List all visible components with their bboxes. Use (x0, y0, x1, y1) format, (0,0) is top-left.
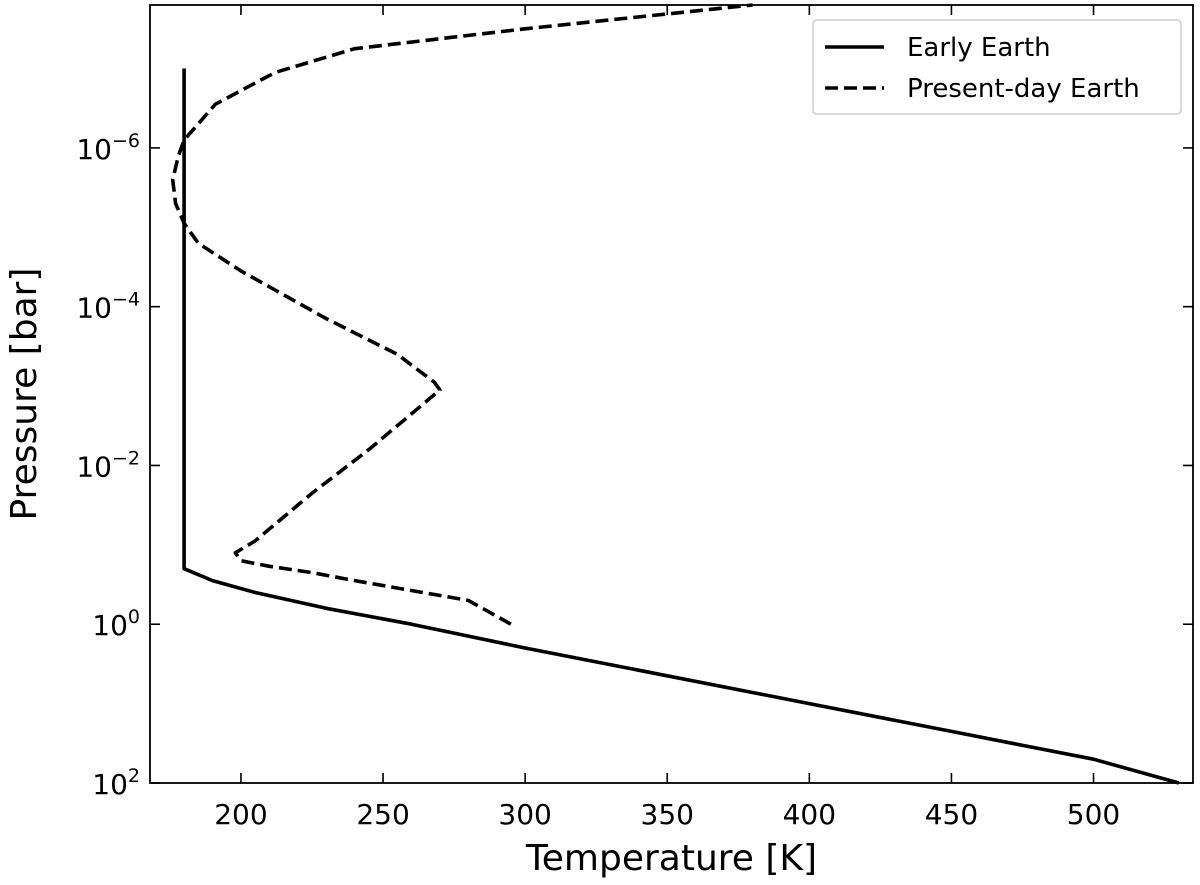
y-tick-label: 100 (92, 606, 140, 642)
y-tick-exponent: −4 (112, 289, 140, 311)
y-tick-exponent: 2 (128, 765, 140, 787)
y-tick-exponent: −2 (112, 447, 140, 469)
x-tick-label: 200 (214, 798, 267, 831)
x-tick-label: 250 (356, 798, 409, 831)
y-tick-base: 10 (92, 768, 128, 801)
y-axis-label: Pressure [bar] (4, 268, 45, 521)
series-line-0 (182, 68, 1180, 785)
x-tick-label: 500 (1067, 798, 1120, 831)
x-axis-label: Temperature [K] (525, 838, 817, 879)
y-tick-label: 102 (92, 765, 140, 801)
legend-label: Present-day Earth (907, 74, 1140, 104)
y-tick-base: 10 (76, 450, 112, 483)
legend: Early Earth Present-day Earth (812, 19, 1182, 115)
x-tick-label: 350 (641, 798, 694, 831)
y-tick-exponent: −6 (112, 130, 140, 152)
x-tick-label: 400 (783, 798, 836, 831)
y-tick-base: 10 (76, 133, 112, 166)
plot-frame (149, 4, 1194, 784)
y-tick-base: 10 (92, 609, 128, 642)
y-tick-label: 10−2 (76, 447, 140, 483)
legend-label: Early Earth (907, 33, 1051, 63)
x-tick-label: 300 (498, 798, 551, 831)
y-tick-label: 10−6 (76, 130, 140, 166)
y-tick-label: 10−4 (76, 289, 140, 325)
y-tick-base: 10 (76, 292, 112, 325)
x-tick-label: 450 (925, 798, 978, 831)
legend-box (812, 19, 1182, 115)
series-line-1 (170, 3, 753, 626)
y-tick-exponent: 0 (128, 606, 140, 628)
series-group (170, 3, 1180, 785)
